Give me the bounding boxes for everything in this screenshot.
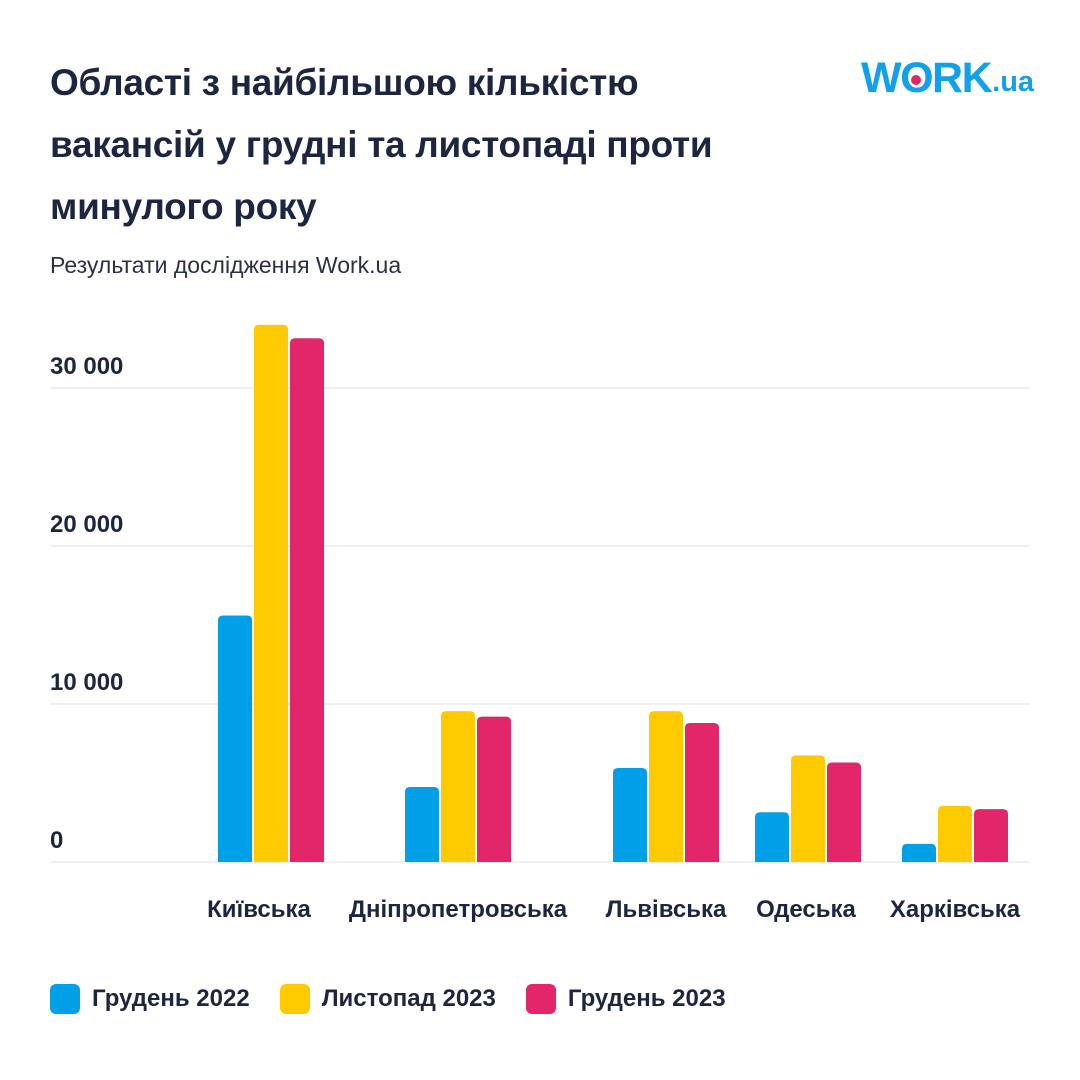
- legend-swatch-pink: [525, 984, 556, 1014]
- bar: [755, 812, 789, 862]
- bar: [974, 809, 1008, 862]
- x-axis-ticks: Київська Дніпропетровська Львівська Одеська…: [207, 896, 1021, 923]
- bar: [441, 711, 475, 862]
- bars: [218, 324, 1008, 863]
- bar: [649, 711, 683, 862]
- legend: Грудень 2022 Листопад 2023 Грудень 2023: [50, 984, 756, 1014]
- work-ua-logo: WORK.ua: [861, 54, 1034, 102]
- bar: [613, 767, 647, 862]
- bar: [405, 786, 439, 862]
- legend-label: Грудень 2022: [92, 985, 250, 1012]
- legend-item-dec-2023: Грудень 2023: [525, 984, 726, 1014]
- legend-swatch-blue: [50, 984, 80, 1014]
- bar: [938, 805, 972, 862]
- legend-swatch-yellow: [279, 984, 310, 1014]
- bar-chart: 0 10 000 20 000 30 000 Київська Дніпропетров…: [50, 324, 1030, 923]
- logo-suffix: .ua: [992, 66, 1035, 98]
- bar: [827, 762, 861, 862]
- y-tick-label: 30 000: [50, 353, 123, 380]
- bar: [685, 722, 719, 862]
- legend-label: Листопад 2023: [321, 985, 496, 1012]
- logo-main-text: WORK: [861, 54, 993, 102]
- logo-target-dot-icon: [911, 75, 922, 85]
- x-tick-label: Харківська: [890, 896, 1021, 923]
- title-line-1: Області з найбільшою кількістю: [50, 62, 639, 103]
- y-axis-ticks: 0 10 000 20 000 30 000: [50, 353, 123, 854]
- y-tick-label: 20 000: [50, 511, 123, 538]
- bar: [290, 338, 324, 863]
- title-line-2: вакансій у грудні та листопаді проти: [50, 124, 713, 165]
- x-tick-label: Львівська: [606, 896, 727, 923]
- logo-letters-rk: RK: [932, 54, 993, 102]
- bar: [254, 324, 288, 862]
- y-tick-label: 10 000: [50, 669, 123, 696]
- y-tick-label: 0: [50, 827, 63, 854]
- legend-item-dec-2022: Грудень 2022: [50, 984, 250, 1014]
- logo-letter-o: O: [900, 54, 933, 102]
- bar: [902, 843, 936, 862]
- bar: [477, 716, 511, 862]
- gridlines: [50, 387, 1030, 863]
- logo-letter-w: W: [861, 54, 902, 102]
- legend-label: Грудень 2023: [567, 985, 726, 1012]
- x-tick-label: Київська: [207, 896, 311, 923]
- bar: [218, 615, 252, 862]
- chart-title: Області з найбільшою кількістю вакансій …: [50, 52, 810, 238]
- x-tick-label: Дніпропетровська: [349, 896, 568, 923]
- chart-subtitle: Результати дослідження Work.ua: [50, 252, 402, 278]
- x-tick-label: Одеська: [756, 896, 856, 923]
- title-line-3: минулого року: [50, 186, 317, 227]
- bar: [791, 755, 825, 862]
- legend-item-nov-2023: Листопад 2023: [279, 984, 496, 1014]
